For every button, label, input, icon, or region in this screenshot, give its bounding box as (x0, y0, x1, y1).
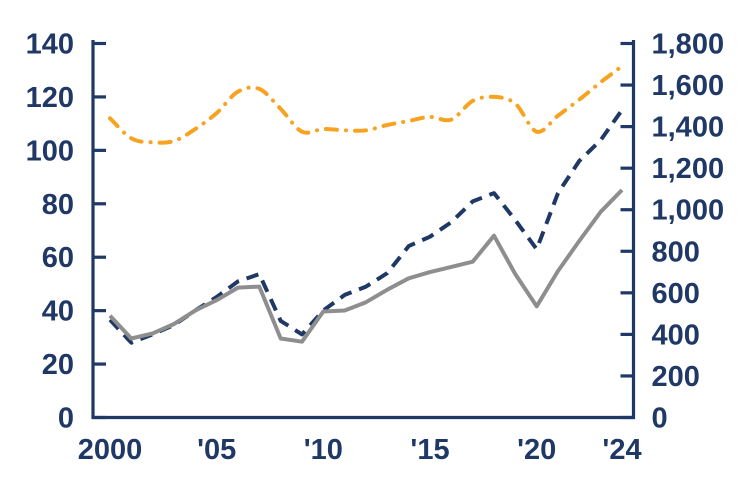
series-gray-solid-line (108, 188, 624, 344)
right-axis-tick-label: 1,400 (652, 112, 725, 144)
left-axis-tick-label: 0 (58, 403, 74, 435)
right-axis-tick-label: 1,600 (652, 70, 725, 102)
left-axis-tick-label: 100 (26, 135, 74, 167)
x-axis-tick-label: '20 (517, 434, 556, 466)
series-amber-dash-dot-line (108, 64, 624, 145)
left-axis-tick-label: 60 (42, 242, 74, 274)
right-axis-tick-label: 600 (652, 278, 700, 310)
series-navy-dashed-line (108, 108, 624, 345)
x-axis-tick-label: 2000 (78, 434, 143, 466)
right-axis-tick-label: 800 (652, 236, 700, 268)
x-axis-tick-label: '10 (304, 434, 343, 466)
x-axis-tick-label: '15 (410, 434, 449, 466)
right-axis-tick-label: 0 (652, 403, 668, 435)
right-axis-tick-label: 1,200 (652, 153, 725, 185)
right-axis-tick-label: 400 (652, 319, 700, 351)
right-axis-tick-label: 1,800 (652, 29, 725, 61)
left-axis-tick-label: 20 (42, 349, 74, 381)
x-axis-tick-label: '05 (197, 434, 236, 466)
right-axis-tick-label: 200 (652, 361, 700, 393)
left-axis-tick-label: 120 (26, 82, 74, 114)
left-axis-tick-label: 40 (42, 296, 74, 328)
x-axis-tick-label: '24 (602, 434, 641, 466)
left-axis-tick-label: 140 (26, 29, 74, 61)
axis-frame (91, 40, 636, 420)
left-axis-tick-label: 80 (42, 189, 74, 221)
right-axis-tick-label: 1,000 (652, 195, 725, 227)
